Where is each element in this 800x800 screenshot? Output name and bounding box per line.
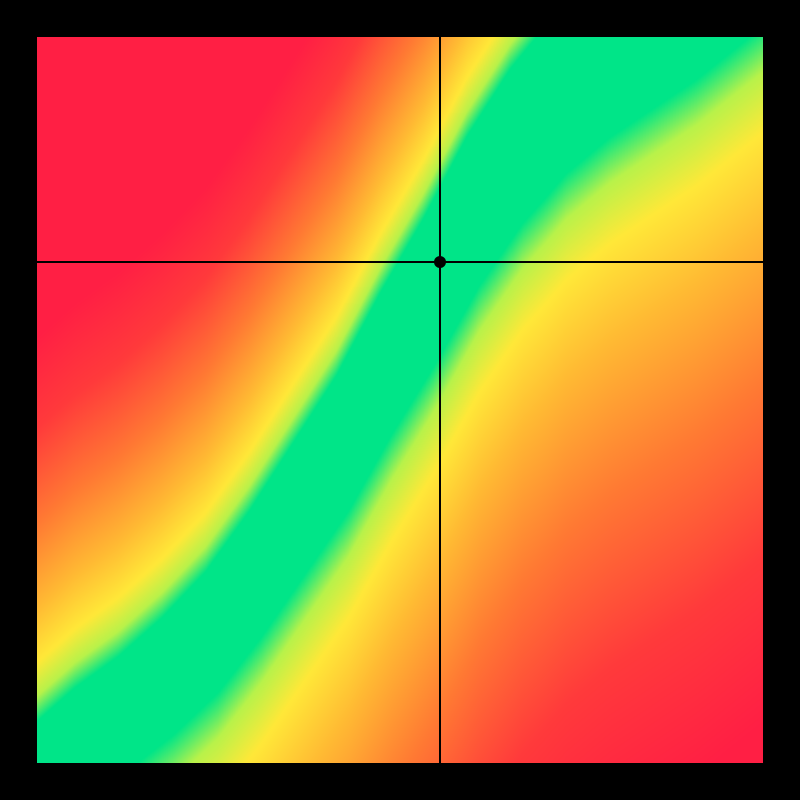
crosshair-vertical [439,37,441,763]
heatmap-canvas [37,37,763,763]
crosshair-horizontal [37,261,763,263]
crosshair-point [434,256,446,268]
chart-outer-frame [0,0,800,800]
heatmap-plot-area [37,37,763,763]
